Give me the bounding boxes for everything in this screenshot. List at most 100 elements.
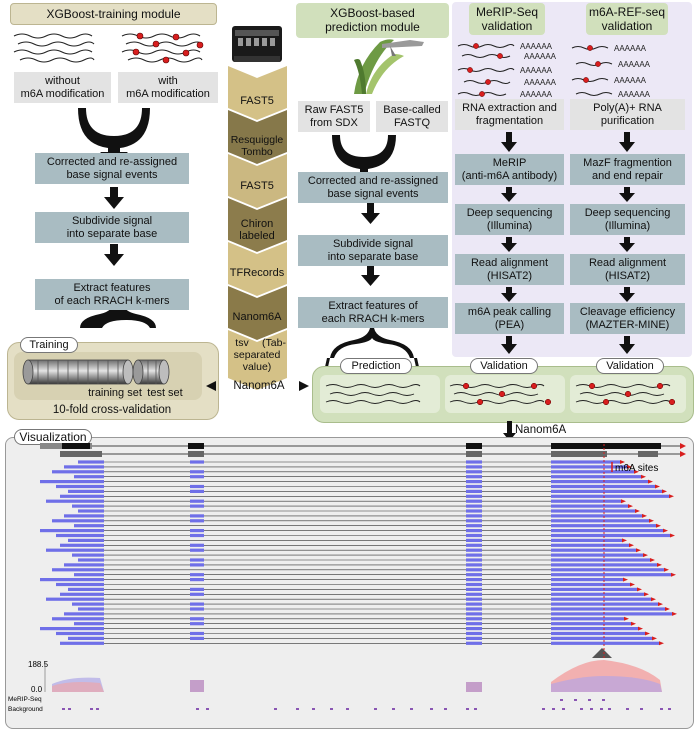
polya-7: AAAAAA — [618, 60, 651, 69]
read-exon — [551, 529, 663, 533]
read-exon — [466, 470, 482, 474]
stage-separated: separated — [234, 349, 281, 361]
read-exon — [60, 592, 104, 596]
read-end-arrow — [671, 572, 676, 577]
read-exon — [466, 607, 482, 611]
read-exon — [466, 499, 482, 503]
merip-step-5b: (PEA) — [494, 319, 525, 331]
background-tick — [90, 708, 93, 710]
read-exon — [190, 602, 204, 606]
merge-arrow-prediction — [332, 135, 396, 182]
stage-tab: (Tab- — [262, 337, 286, 349]
read-exon — [466, 631, 482, 636]
refseq-step-3: Deep sequencing — [584, 207, 671, 219]
chevron-nanom6a — [228, 286, 287, 340]
merip-tick — [560, 699, 563, 701]
read-exon — [551, 548, 636, 552]
read-end-arrow — [622, 538, 627, 543]
validation-tag-merip: Validation — [470, 358, 538, 374]
read-end-arrow — [662, 489, 667, 494]
refseq-step-1: Poly(A)+ RNA — [593, 102, 662, 114]
gene-exon — [638, 451, 658, 457]
with-label: with — [158, 75, 178, 87]
read-end-arrow — [663, 528, 668, 533]
merip-step-1: RNA extraction and — [462, 102, 557, 114]
read-end-arrow — [634, 469, 639, 474]
read-exon — [68, 587, 104, 591]
read-exon — [190, 592, 204, 596]
refseq-step-4: Read alignment — [588, 257, 667, 269]
merip-title: MeRIP-Seq — [475, 5, 539, 19]
split-brace-prediction — [330, 328, 414, 358]
gene-exon — [551, 443, 661, 449]
read-exon — [466, 519, 482, 523]
read-exon — [466, 568, 482, 572]
gene-exon — [188, 451, 204, 457]
read-end-arrow — [642, 513, 647, 518]
read-exon — [551, 484, 655, 489]
read-exon — [551, 499, 621, 503]
scale-max-label: 188.5 — [28, 660, 49, 669]
raw-fast5-box — [298, 101, 370, 132]
read-exon — [190, 607, 204, 611]
chevron-resquiggle — [228, 110, 287, 164]
split-brace-training — [80, 300, 156, 328]
refseq-step-5-box — [570, 303, 685, 334]
read-end-arrow — [643, 553, 648, 558]
merip-step-2: MeRIP — [492, 157, 527, 169]
gene-exon — [551, 451, 607, 457]
read-exon — [190, 499, 204, 503]
read-exon — [190, 573, 204, 577]
merip-header — [469, 3, 545, 35]
read-end-arrow — [629, 543, 634, 548]
background-tick — [608, 708, 611, 710]
read-exon — [466, 582, 482, 587]
read-end-arrow — [659, 641, 664, 646]
coverage-peak-marker — [592, 648, 612, 658]
read-end-arrow — [656, 523, 661, 528]
read-exon — [52, 568, 104, 572]
training-set-label: training set — [88, 387, 142, 399]
read-exon — [78, 607, 104, 611]
read-exon — [190, 578, 204, 582]
read-exon — [466, 622, 482, 626]
read-exon — [466, 460, 482, 464]
gene-exon — [60, 451, 102, 457]
refseq-step-5b: (MAZTER-MINE) — [585, 319, 670, 331]
background-tick — [668, 708, 671, 710]
refseq-title: m6A-REF-seq — [588, 5, 665, 19]
read-exon — [551, 582, 630, 587]
read-end-arrow — [627, 464, 632, 469]
read-exon — [64, 514, 104, 518]
read-exon — [466, 489, 482, 493]
read-exon — [551, 641, 659, 645]
raw-fast5-label: Raw FAST5 — [304, 104, 364, 116]
training-step-1: Corrected and re-assigned — [46, 156, 178, 168]
pred-down-arrow-2 — [361, 265, 380, 286]
read-end-arrow — [623, 577, 628, 582]
background-tick — [580, 708, 583, 710]
read-end-arrow — [649, 518, 654, 523]
prediction-step-2: Subdivide signal — [332, 238, 414, 250]
read-exon — [56, 631, 104, 636]
prediction-step-1-box — [298, 172, 448, 203]
read-exon — [466, 587, 482, 591]
read-exon — [466, 465, 482, 469]
read-exon — [466, 475, 482, 479]
read-exon — [466, 494, 482, 498]
read-exon — [52, 470, 104, 474]
read-exon — [466, 602, 482, 606]
background-tick — [590, 708, 593, 710]
with-label-2: m6A modification — [126, 88, 210, 100]
read-exon — [190, 548, 204, 552]
basecalled-label: Base-called — [383, 104, 441, 116]
read-end-arrow — [641, 474, 646, 479]
read-end-arrow — [664, 567, 669, 572]
with-m6a-box — [118, 72, 218, 103]
read-exon — [466, 592, 482, 596]
merip-step-4-box — [455, 254, 564, 285]
